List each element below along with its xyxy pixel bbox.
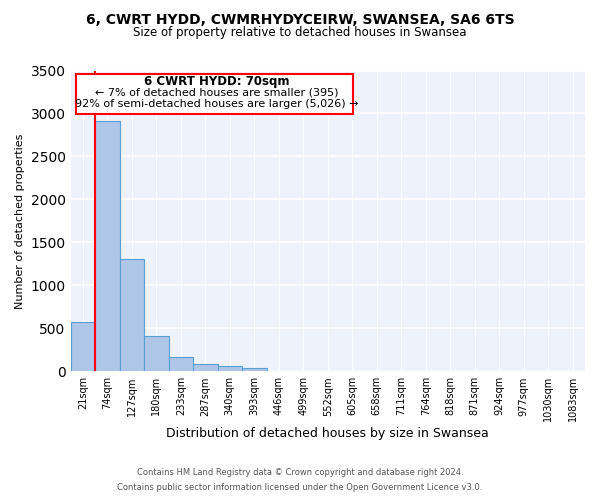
Text: Contains public sector information licensed under the Open Government Licence v3: Contains public sector information licen…: [118, 483, 482, 492]
Bar: [193, 364, 218, 372]
Text: ← 7% of detached houses are smaller (395): ← 7% of detached houses are smaller (395…: [95, 88, 339, 98]
Bar: [119, 258, 144, 372]
Y-axis label: Number of detached properties: Number of detached properties: [15, 133, 25, 308]
X-axis label: Distribution of detached houses by size in Swansea: Distribution of detached houses by size …: [166, 427, 489, 440]
Text: 6, CWRT HYDD, CWMRHYDYCEIRW, SWANSEA, SA6 6TS: 6, CWRT HYDD, CWMRHYDYCEIRW, SWANSEA, SA…: [86, 12, 514, 26]
Text: 92% of semi-detached houses are larger (5,026) →: 92% of semi-detached houses are larger (…: [76, 100, 359, 110]
Text: Contains HM Land Registry data © Crown copyright and database right 2024.: Contains HM Land Registry data © Crown c…: [137, 468, 463, 477]
Bar: [242, 368, 266, 372]
Bar: [169, 357, 193, 372]
Text: 6 CWRT HYDD: 70sqm: 6 CWRT HYDD: 70sqm: [145, 74, 290, 88]
Bar: [144, 336, 169, 372]
Bar: [71, 322, 95, 372]
FancyBboxPatch shape: [76, 74, 353, 114]
Text: Size of property relative to detached houses in Swansea: Size of property relative to detached ho…: [133, 26, 467, 39]
Bar: [218, 366, 242, 372]
Bar: [95, 121, 119, 372]
